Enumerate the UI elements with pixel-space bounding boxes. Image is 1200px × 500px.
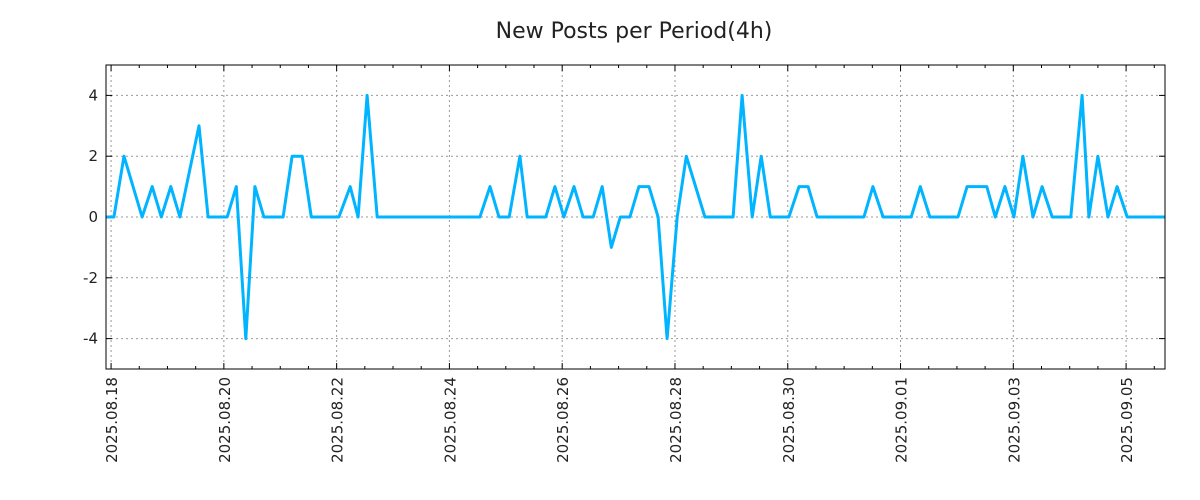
x-tick-label: 2025.08.24: [441, 377, 459, 463]
x-tick-label: 2025.08.22: [329, 377, 347, 463]
x-tick-label: 2025.08.28: [667, 377, 685, 463]
x-tick-label: 2025.09.01: [893, 377, 911, 463]
chart-title: New Posts per Period(4h): [496, 19, 773, 44]
plot-frame: [105, 64, 1166, 370]
y-tick-label: 4: [88, 86, 98, 104]
x-tick-label: 2025.09.05: [1118, 377, 1136, 463]
y-tick-label: -4: [83, 330, 98, 348]
series-layer: [105, 93, 1166, 341]
x-tick-label: 2025.08.30: [780, 377, 798, 463]
x-tick-label: 2025.09.03: [1005, 377, 1023, 463]
x-tick-label: 2025.08.18: [103, 377, 121, 463]
y-tick-label: 2: [88, 147, 98, 165]
x-tick-label: 2025.08.26: [554, 377, 572, 463]
y-tick-label: -2: [83, 269, 98, 287]
axis-ticks: 2025.08.18 2025.08.20 2025.08.22 2025.08.24…: [83, 65, 1165, 463]
x-tick-label: 2025.08.20: [216, 377, 234, 463]
y-tick-label: 0: [88, 208, 98, 226]
series-line-new-posts: [106, 93, 1165, 341]
